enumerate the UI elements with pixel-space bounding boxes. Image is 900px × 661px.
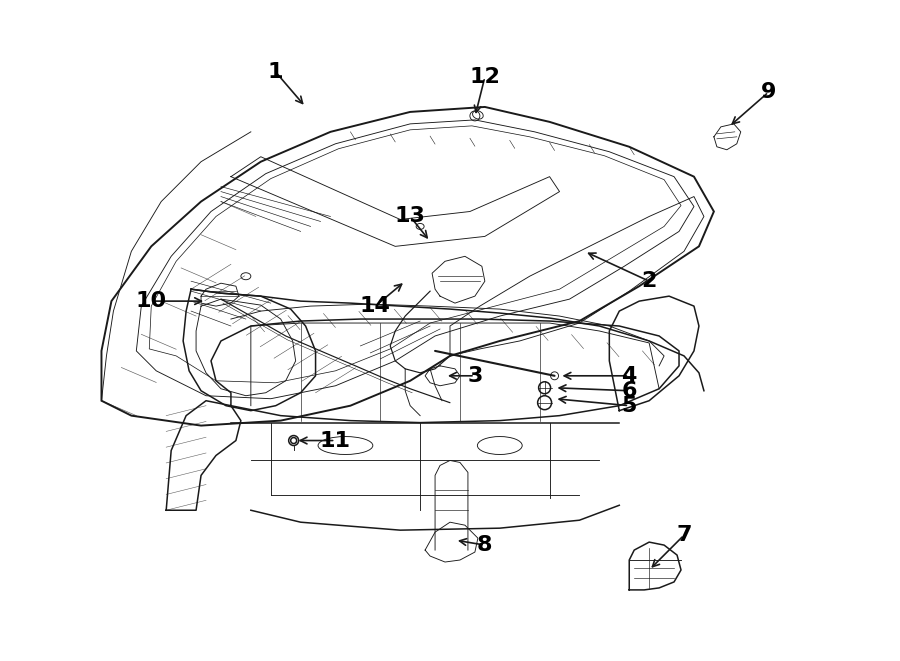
Text: 12: 12 (470, 67, 500, 87)
Text: 8: 8 (477, 535, 492, 555)
Text: 1: 1 (268, 62, 284, 82)
Text: 10: 10 (136, 291, 166, 311)
Text: 11: 11 (320, 430, 351, 451)
Text: 2: 2 (642, 271, 657, 292)
Text: 4: 4 (622, 366, 637, 386)
Text: 13: 13 (395, 206, 426, 227)
Text: 9: 9 (761, 82, 777, 102)
Text: 14: 14 (360, 296, 391, 316)
Text: 7: 7 (676, 525, 692, 545)
Text: 6: 6 (622, 381, 637, 401)
Text: 3: 3 (467, 366, 482, 386)
Text: 5: 5 (622, 396, 637, 416)
